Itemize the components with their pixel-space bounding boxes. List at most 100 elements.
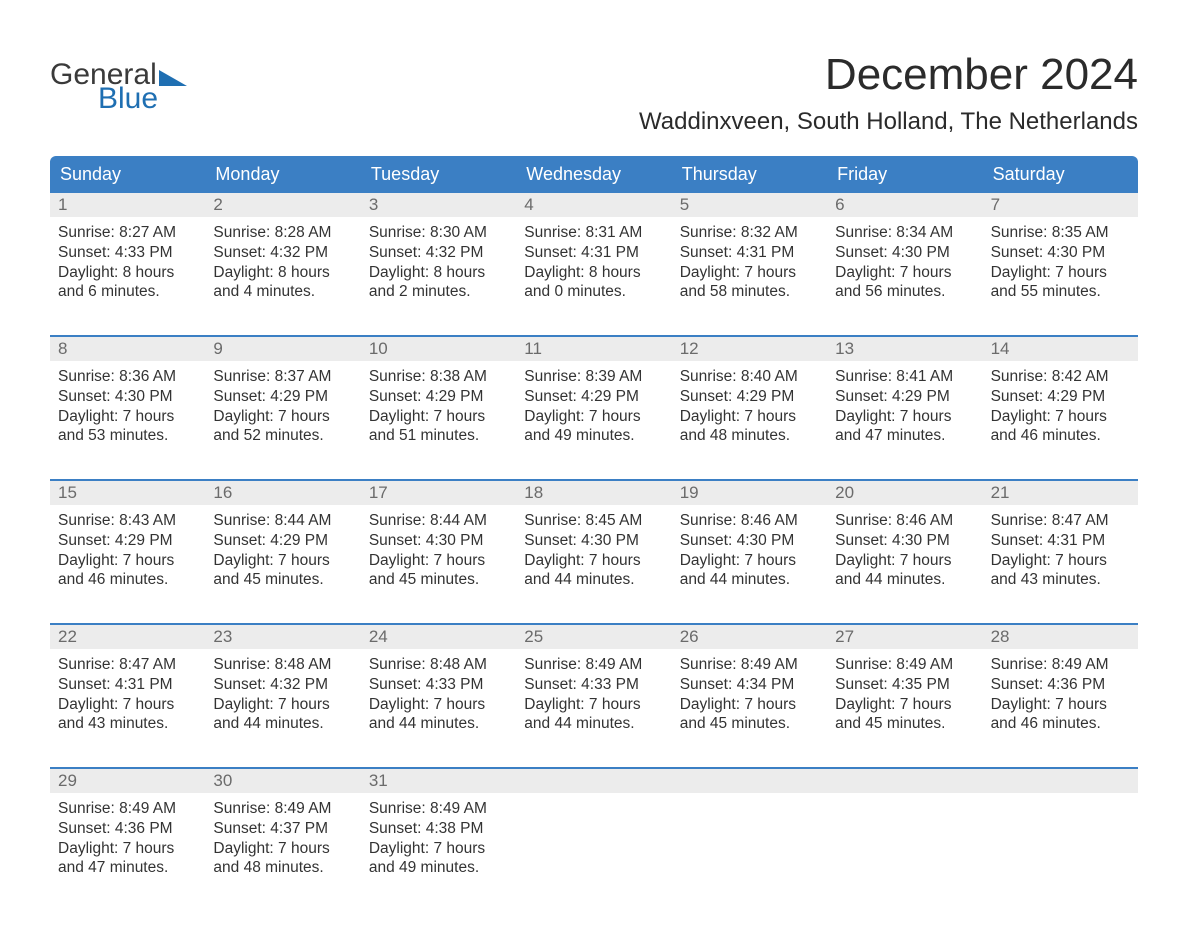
day-cell: Sunrise: 8:47 AMSunset: 4:31 PMDaylight:… bbox=[983, 505, 1138, 609]
daylight-line-2: and 43 minutes. bbox=[991, 570, 1130, 590]
sunset-line: Sunset: 4:32 PM bbox=[213, 243, 352, 263]
day-cell: Sunrise: 8:49 AMSunset: 4:36 PMDaylight:… bbox=[50, 793, 205, 897]
sunrise-line: Sunrise: 8:49 AM bbox=[991, 655, 1130, 675]
weekday-header: Tuesday bbox=[361, 156, 516, 193]
sunset-line: Sunset: 4:38 PM bbox=[369, 819, 508, 839]
sunset-line: Sunset: 4:29 PM bbox=[213, 387, 352, 407]
day-cell bbox=[983, 793, 1138, 897]
day-cell: Sunrise: 8:49 AMSunset: 4:36 PMDaylight:… bbox=[983, 649, 1138, 753]
daylight-line-2: and 48 minutes. bbox=[213, 858, 352, 878]
daylight-line-1: Daylight: 7 hours bbox=[213, 839, 352, 859]
day-number bbox=[516, 769, 671, 793]
month-title: December 2024 bbox=[639, 50, 1138, 100]
sunset-line: Sunset: 4:35 PM bbox=[835, 675, 974, 695]
sunrise-line: Sunrise: 8:39 AM bbox=[524, 367, 663, 387]
daylight-line-2: and 6 minutes. bbox=[58, 282, 197, 302]
weekday-header: Monday bbox=[205, 156, 360, 193]
sunrise-line: Sunrise: 8:48 AM bbox=[213, 655, 352, 675]
daylight-line-1: Daylight: 7 hours bbox=[991, 695, 1130, 715]
daylight-line-2: and 55 minutes. bbox=[991, 282, 1130, 302]
daylight-line-2: and 0 minutes. bbox=[524, 282, 663, 302]
day-body-row: Sunrise: 8:36 AMSunset: 4:30 PMDaylight:… bbox=[50, 361, 1138, 465]
sunrise-line: Sunrise: 8:49 AM bbox=[213, 799, 352, 819]
daylight-line-2: and 53 minutes. bbox=[58, 426, 197, 446]
daylight-line-2: and 44 minutes. bbox=[213, 714, 352, 734]
daylight-line-2: and 47 minutes. bbox=[835, 426, 974, 446]
day-cell bbox=[827, 793, 982, 897]
weekday-header-row: SundayMondayTuesdayWednesdayThursdayFrid… bbox=[50, 156, 1138, 193]
sunrise-line: Sunrise: 8:37 AM bbox=[213, 367, 352, 387]
day-number: 13 bbox=[827, 337, 982, 361]
day-number: 3 bbox=[361, 193, 516, 217]
daylight-line-2: and 45 minutes. bbox=[835, 714, 974, 734]
daylight-line-1: Daylight: 7 hours bbox=[369, 551, 508, 571]
sunset-line: Sunset: 4:30 PM bbox=[58, 387, 197, 407]
day-number: 4 bbox=[516, 193, 671, 217]
weekday-header: Friday bbox=[827, 156, 982, 193]
day-number: 9 bbox=[205, 337, 360, 361]
week-row: 22232425262728 Sunrise: 8:47 AM Sunset: 4:… bbox=[50, 623, 1138, 753]
day-cell: Sunrise: 8:45 AMSunset: 4:30 PMDaylight:… bbox=[516, 505, 671, 609]
day-number bbox=[827, 769, 982, 793]
day-cell: Sunrise: 8:30 AMSunset: 4:32 PMDaylight:… bbox=[361, 217, 516, 321]
daylight-line-1: Daylight: 7 hours bbox=[369, 839, 508, 859]
sunrise-line: Sunrise: 8:47 AM bbox=[58, 655, 197, 675]
page-header: General Blue December 2024 Waddinxveen, … bbox=[50, 40, 1138, 150]
day-cell: Sunrise: 8:40 AMSunset: 4:29 PMDaylight:… bbox=[672, 361, 827, 465]
day-number-row: 15161718192021 bbox=[50, 481, 1138, 505]
daylight-line-1: Daylight: 7 hours bbox=[835, 695, 974, 715]
day-cell bbox=[516, 793, 671, 897]
day-number: 10 bbox=[361, 337, 516, 361]
daylight-line-1: Daylight: 7 hours bbox=[991, 407, 1130, 427]
daylight-line-1: Daylight: 7 hours bbox=[680, 695, 819, 715]
day-number-row: 22232425262728 bbox=[50, 625, 1138, 649]
sunrise-line: Sunrise: 8:41 AM bbox=[835, 367, 974, 387]
sunset-line: Sunset: 4:29 PM bbox=[680, 387, 819, 407]
sunrise-line: Sunrise: 8:49 AM bbox=[369, 799, 508, 819]
daylight-line-1: Daylight: 7 hours bbox=[369, 695, 508, 715]
daylight-line-1: Daylight: 7 hours bbox=[369, 407, 508, 427]
day-cell: Sunrise: 8:46 AMSunset: 4:30 PMDaylight:… bbox=[827, 505, 982, 609]
day-cell: Sunrise: 8:46 AMSunset: 4:30 PMDaylight:… bbox=[672, 505, 827, 609]
daylight-line-2: and 4 minutes. bbox=[213, 282, 352, 302]
daylight-line-2: and 46 minutes. bbox=[58, 570, 197, 590]
sunrise-line: Sunrise: 8:44 AM bbox=[213, 511, 352, 531]
sunset-line: Sunset: 4:29 PM bbox=[58, 531, 197, 551]
sunrise-line: Sunrise: 8:46 AM bbox=[835, 511, 974, 531]
sunset-line: Sunset: 4:33 PM bbox=[524, 675, 663, 695]
day-cell: Sunrise: 8:43 AMSunset: 4:29 PMDaylight:… bbox=[50, 505, 205, 609]
sunrise-line: Sunrise: 8:31 AM bbox=[524, 223, 663, 243]
sunset-line: Sunset: 4:30 PM bbox=[680, 531, 819, 551]
day-number: 29 bbox=[50, 769, 205, 793]
day-number: 25 bbox=[516, 625, 671, 649]
day-number: 12 bbox=[672, 337, 827, 361]
day-number: 27 bbox=[827, 625, 982, 649]
sunset-line: Sunset: 4:29 PM bbox=[524, 387, 663, 407]
day-number: 30 bbox=[205, 769, 360, 793]
location-subtitle: Waddinxveen, South Holland, The Netherla… bbox=[639, 108, 1138, 136]
day-body-row: Sunrise: 8:27 AMSunset: 4:33 PMDaylight:… bbox=[50, 217, 1138, 321]
day-cell: Sunrise: 8:48 AMSunset: 4:33 PMDaylight:… bbox=[361, 649, 516, 753]
weeks-container: 1234567Sunrise: 8:27 AMSunset: 4:33 PMDa… bbox=[50, 193, 1138, 897]
daylight-line-1: Daylight: 8 hours bbox=[58, 263, 197, 283]
daylight-line-2: and 48 minutes. bbox=[680, 426, 819, 446]
sunset-line: Sunset: 4:36 PM bbox=[58, 819, 197, 839]
daylight-line-2: and 44 minutes. bbox=[524, 570, 663, 590]
sunset-line: Sunset: 4:30 PM bbox=[991, 243, 1130, 263]
daylight-line-2: and 49 minutes. bbox=[369, 858, 508, 878]
sunset-line: Sunset: 4:37 PM bbox=[213, 819, 352, 839]
sunset-line: Sunset: 4:29 PM bbox=[213, 531, 352, 551]
daylight-line-1: Daylight: 7 hours bbox=[680, 551, 819, 571]
day-cell bbox=[672, 793, 827, 897]
title-block: December 2024 Waddinxveen, South Holland… bbox=[639, 40, 1138, 150]
sunset-line: Sunset: 4:31 PM bbox=[524, 243, 663, 263]
week-row: 293031Sunrise: 8:49 AMSunset: 4:36 PMDay… bbox=[50, 767, 1138, 897]
daylight-line-1: Daylight: 7 hours bbox=[680, 263, 819, 283]
day-number: 22 bbox=[50, 625, 205, 649]
daylight-line-2: and 44 minutes. bbox=[835, 570, 974, 590]
daylight-line-2: and 56 minutes. bbox=[835, 282, 974, 302]
day-body-row: Sunrise: 8:43 AMSunset: 4:29 PMDaylight:… bbox=[50, 505, 1138, 609]
day-number: 16 bbox=[205, 481, 360, 505]
day-number: 7 bbox=[983, 193, 1138, 217]
day-number: 18 bbox=[516, 481, 671, 505]
